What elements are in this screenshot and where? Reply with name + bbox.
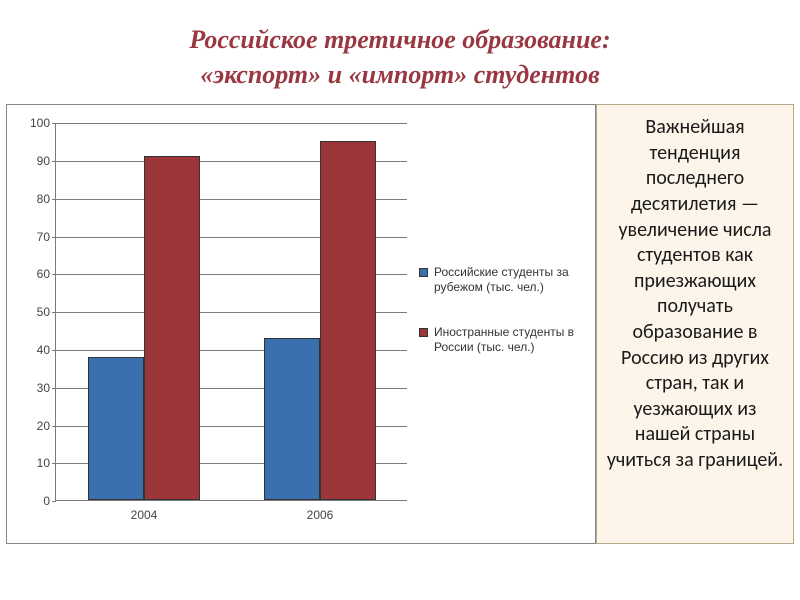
y-tick-label: 70 (37, 230, 50, 244)
y-tick-mark (52, 161, 56, 162)
title-line-1: Российское третичное образование: (189, 25, 610, 54)
y-tick-mark (52, 312, 56, 313)
slide-title: Российское третичное образование: «экспо… (0, 0, 800, 104)
y-tick-mark (52, 237, 56, 238)
bar (264, 338, 320, 501)
side-text-panel: Важнейшая тенденция последнего десятилет… (596, 104, 794, 544)
y-tick-mark (52, 463, 56, 464)
y-tick-mark (52, 426, 56, 427)
y-tick-label: 80 (37, 192, 50, 206)
chart-legend: Российские студенты за рубежом (тыс. чел… (419, 265, 589, 385)
y-tick-label: 60 (37, 267, 50, 281)
y-tick-mark (52, 274, 56, 275)
bar (88, 357, 144, 501)
legend-item: Российские студенты за рубежом (тыс. чел… (419, 265, 589, 295)
side-text: Важнейшая тенденция последнего десятилет… (607, 115, 783, 472)
bar (144, 156, 200, 500)
y-tick-mark (52, 501, 56, 502)
legend-swatch (419, 268, 428, 277)
y-tick-mark (52, 388, 56, 389)
y-tick-label: 10 (37, 456, 50, 470)
y-tick-mark (52, 350, 56, 351)
y-tick-label: 100 (30, 116, 50, 130)
chart-plot-area: 010203040506070809010020042006 (55, 123, 407, 501)
content-row: 010203040506070809010020042006 Российски… (0, 104, 800, 550)
title-line-2: «экспорт» и «импорт» студентов (200, 60, 599, 89)
legend-label: Иностранные студенты в России (тыс. чел.… (434, 325, 589, 355)
legend-label: Российские студенты за рубежом (тыс. чел… (434, 265, 589, 295)
y-tick-label: 50 (37, 305, 50, 319)
y-tick-label: 40 (37, 343, 50, 357)
grid-line (56, 123, 407, 124)
x-tick-label: 2006 (307, 508, 334, 522)
x-tick-label: 2004 (131, 508, 158, 522)
y-tick-label: 90 (37, 154, 50, 168)
y-tick-mark (52, 123, 56, 124)
chart-container: 010203040506070809010020042006 Российски… (6, 104, 596, 544)
legend-item: Иностранные студенты в России (тыс. чел.… (419, 325, 589, 355)
bar (320, 141, 376, 500)
y-tick-label: 0 (43, 494, 50, 508)
y-tick-mark (52, 199, 56, 200)
y-tick-label: 20 (37, 419, 50, 433)
y-tick-label: 30 (37, 381, 50, 395)
legend-swatch (419, 328, 428, 337)
